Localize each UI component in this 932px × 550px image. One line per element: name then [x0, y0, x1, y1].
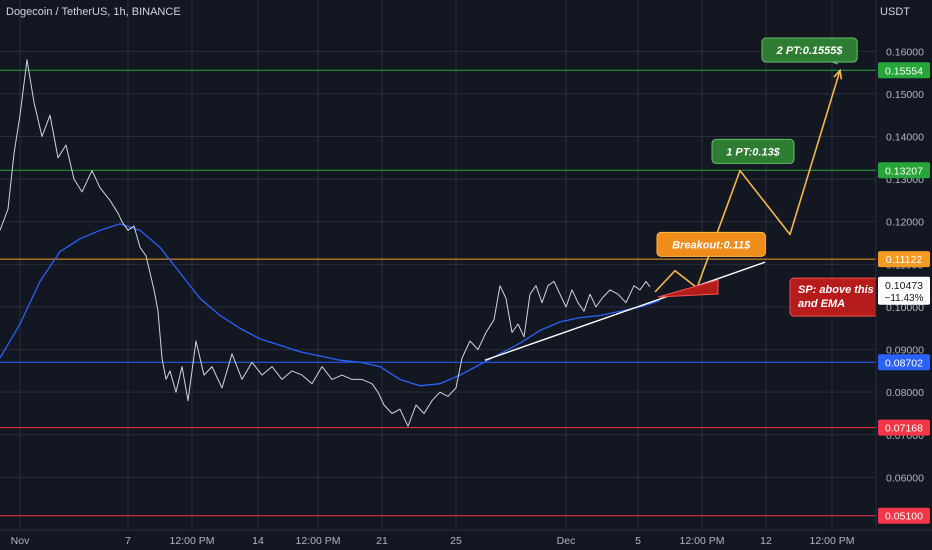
level-tag-2 — [878, 251, 930, 268]
y-tick-label-9: 0.15000 — [886, 89, 924, 101]
y-tick-label-4: 0.10000 — [886, 302, 924, 314]
last-price-change: −11.43% — [884, 293, 923, 304]
y-tick-label-0: 0.06000 — [886, 472, 924, 484]
annotation-box-0 — [761, 37, 858, 63]
annotation-text-3-1: and EMA — [798, 298, 845, 310]
time-axis[interactable]: Nov 7 12:00 PM 14 12:00 PM 21 25 Dec 5 12:00 PM 12… — [11, 535, 855, 547]
annotation-pointer-3 — [657, 279, 719, 298]
level-tag-label-4: 0.07168 — [885, 423, 923, 435]
x-tick-label-4: 12:00 PM — [296, 535, 341, 547]
y-tick-label-6: 0.12000 — [886, 217, 924, 229]
level-tag-label-3: 0.08702 — [885, 357, 923, 369]
price-axis[interactable]: 0.060000.070000.080000.090000.100000.110… — [878, 46, 930, 524]
annotation-box-2 — [656, 231, 766, 257]
x-tick-label-6: 25 — [450, 535, 462, 547]
level-tag-3 — [878, 354, 930, 371]
x-tick-label-3: 14 — [252, 535, 264, 547]
annotations: 2 PT:0.1555$1 PT:0.13$Breakout:0.11$SP: … — [656, 37, 932, 317]
projection-path — [654, 70, 841, 293]
y-tick-label-8: 0.14000 — [886, 132, 924, 144]
x-tick-label-1: 7 — [125, 535, 131, 547]
projection-arrowhead — [833, 68, 843, 80]
last-price-tag — [878, 276, 930, 305]
x-tick-label-2: 12:00 PM — [170, 535, 215, 547]
x-tick-label-5: 21 — [376, 535, 388, 547]
x-tick-label-11: 12:00 PM — [810, 535, 855, 547]
x-tick-label-8: 5 — [635, 535, 641, 547]
currency-label: USDT — [880, 6, 910, 18]
level-tag-4 — [878, 419, 930, 436]
x-tick-label-9: 12:00 PM — [680, 535, 725, 547]
level-tag-label-5: 0.05100 — [885, 511, 923, 523]
level-tag-label-1: 0.13207 — [885, 165, 923, 177]
x-tick-label-0: Nov — [11, 535, 30, 547]
horizontal-levels — [0, 69, 876, 517]
level-tag-label-2: 0.11122 — [886, 254, 923, 266]
price-line — [0, 59, 651, 427]
y-tick-label-10: 0.16000 — [886, 46, 924, 58]
plot-area — [0, 59, 843, 427]
annotation-box-1 — [711, 138, 795, 164]
y-tick-label-3: 0.09000 — [886, 345, 924, 357]
chart-title: Dogecoin / TetherUS, 1h, BINANCE — [6, 6, 181, 18]
x-tick-label-10: 12 — [760, 535, 772, 547]
price-axis-background — [876, 0, 932, 550]
level-tag-label-0: 0.15554 — [885, 65, 923, 77]
level-tag-1 — [878, 162, 930, 179]
last-price-label: 0.10473 — [885, 280, 923, 292]
level-tag-0 — [878, 62, 930, 79]
annotation-text-1-0: 1 PT:0.13$ — [726, 146, 780, 158]
x-tick-label-7: Dec — [557, 535, 576, 547]
chart-grid — [0, 0, 876, 530]
ema-line-0 — [0, 223, 661, 387]
annotation-text-0-0: 2 PT:0.1555$ — [776, 45, 844, 57]
support-trendline — [484, 261, 766, 361]
annotation-text-2-0: Breakout:0.11$ — [672, 239, 751, 251]
y-tick-label-2: 0.08000 — [886, 387, 924, 399]
level-tag-5 — [878, 507, 930, 524]
